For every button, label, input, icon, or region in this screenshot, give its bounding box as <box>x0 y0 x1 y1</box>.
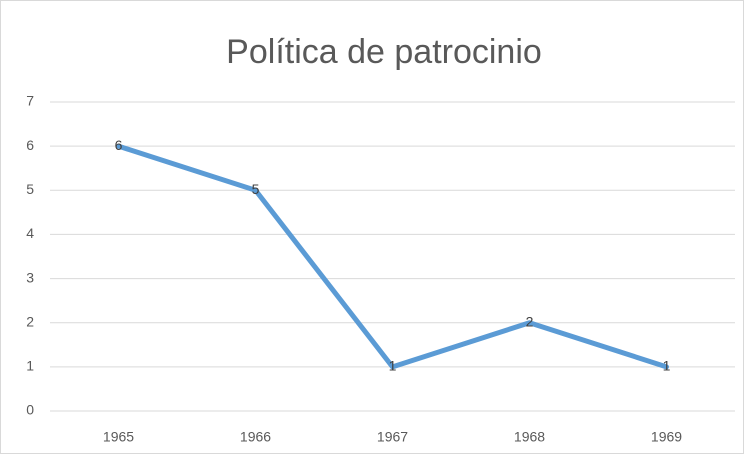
x-tick-label: 1965 <box>103 429 134 445</box>
y-tick-label: 0 <box>26 402 34 418</box>
data-label: 6 <box>115 137 123 153</box>
chart-title: Política de patrocinio <box>226 33 542 71</box>
x-tick-label: 1968 <box>514 429 545 445</box>
data-label: 1 <box>663 358 671 374</box>
y-tick-label: 4 <box>26 225 34 241</box>
data-label: 2 <box>526 313 534 329</box>
y-tick-label: 6 <box>26 137 34 153</box>
x-tick-label: 1966 <box>240 429 271 445</box>
data-label: 5 <box>252 181 260 197</box>
data-label: 1 <box>389 358 397 374</box>
y-tick-label: 2 <box>26 313 34 329</box>
x-tick-label: 1969 <box>651 429 682 445</box>
x-tick-label: 1967 <box>377 429 408 445</box>
y-tick-label: 5 <box>26 181 34 197</box>
line <box>116 143 669 370</box>
y-tick-label: 3 <box>26 269 34 285</box>
y-tick-label: 7 <box>26 93 34 109</box>
y-tick-label: 1 <box>26 358 34 374</box>
